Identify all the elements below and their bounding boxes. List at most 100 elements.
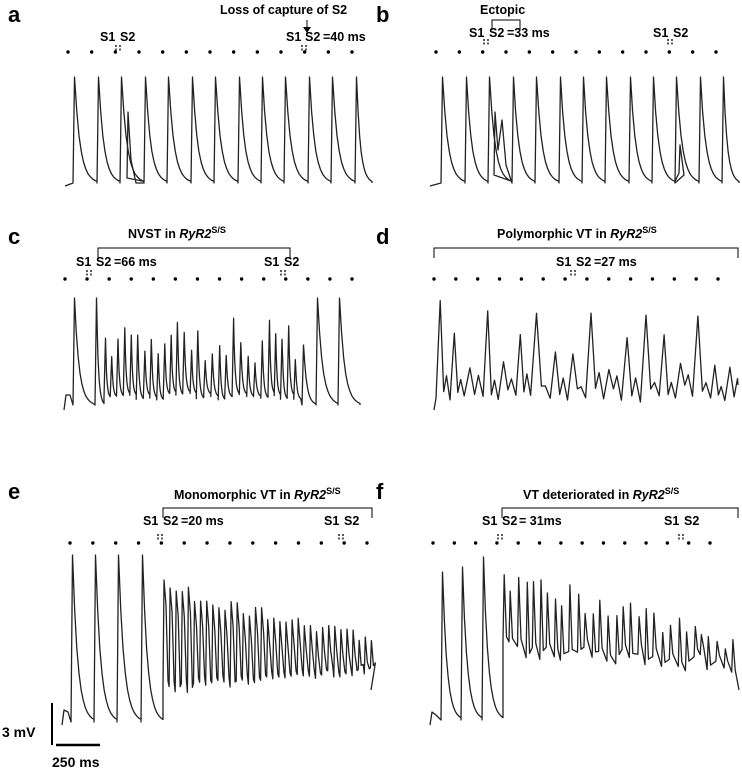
panel-c-bracket [97, 247, 291, 258]
panel-c-pace-dot-6 [195, 277, 200, 281]
panel-label-a: a [8, 2, 21, 27]
panel-c-pace-dot-9 [261, 277, 266, 281]
panel-b-title: Ectopic [480, 3, 525, 17]
panel-e-title: Monomorphic VT in RyR2S/S [174, 486, 341, 502]
panel-b-pace-dot-7 [597, 50, 602, 54]
panel-c-pace-dot-13 [350, 277, 354, 281]
panel-f-trace [429, 556, 740, 726]
panel-a-pace-dot-8 [255, 50, 260, 54]
panel-b-bracket [491, 19, 521, 30]
panel-d-pace-dot-0 [432, 277, 436, 281]
panel-c-s2-b: S2 [284, 255, 299, 269]
panel-c-pace-dot-2 [107, 277, 111, 281]
panel-d-pace-dot-10 [650, 277, 655, 281]
panel-c-pace-dot-1 [85, 277, 89, 281]
scale-bar-time-label: 250 ms [52, 754, 100, 769]
panel-label-f: f [376, 479, 384, 504]
panel-b-pace-dot-0 [434, 50, 438, 54]
panel-e-s2: S2 [163, 514, 178, 528]
panel-e-s1: S1 [143, 514, 158, 528]
panel-e-pace-dot-12 [342, 541, 346, 545]
panel-f-pace-dot-6 [559, 541, 563, 545]
panel-e-bracket [162, 507, 373, 518]
panel-b-pace-dot-11 [690, 50, 695, 54]
panel-f-pace-dot-10 [644, 541, 648, 545]
panel-b-pace-dot-10 [667, 50, 672, 54]
panel-a-pace-dot-1 [89, 50, 94, 54]
panel-a-pace-dot-3 [137, 50, 141, 54]
panel-a-interval: =40 ms [323, 30, 366, 44]
panel-b-pace-dot-5 [550, 50, 555, 54]
panel-label-e: e [8, 479, 20, 504]
panel-c-s1-b: S1 [264, 255, 279, 269]
panel-b-s1-b: S1 [653, 26, 668, 40]
panel-label-d: d [376, 224, 389, 249]
panel-d-pace-dot-7 [585, 277, 589, 281]
panel-f-pace-dot-4 [516, 541, 520, 545]
panel-f-title: VT deteriorated in RyR2S/S [523, 486, 679, 502]
panel-c-s1: S1 [76, 255, 91, 269]
panel-e-pace-dot-10 [296, 541, 301, 545]
panel-f-pace-dot-3 [495, 541, 499, 545]
panel-e-pace-dot-2 [113, 541, 118, 545]
panel-a-pace-dot-2 [113, 50, 118, 54]
panel-e-pace-dot-3 [136, 541, 141, 545]
panel-f-s2: S2 [502, 514, 517, 528]
panel-e-pace-dot-9 [273, 541, 278, 545]
panel-e-trace [61, 554, 377, 726]
panel-c-s2: S2 [96, 255, 111, 269]
panel-d-pace-dot-9 [628, 277, 633, 281]
panel-f-interval: = 31ms [519, 514, 562, 528]
panel-e-s1-b: S1 [324, 514, 339, 528]
panel-f-pace-dot-12 [686, 541, 691, 545]
panel-f-pace-dot-2 [473, 541, 478, 545]
panel-d-pace-dot-13 [716, 277, 720, 281]
panel-e-s2-b: S2 [344, 514, 359, 528]
panel-label-b: b [376, 2, 389, 27]
panel-d-pace-dot-3 [497, 277, 502, 281]
panel-f-pace-dot-9 [623, 541, 627, 545]
panel-d-trace [433, 299, 739, 411]
panel-b-s2: S2 [489, 26, 504, 40]
panel-a-pace-dot-10 [302, 50, 307, 54]
panel-a-title: Loss of capture of S2 [220, 3, 347, 17]
panel-b-trace [429, 76, 740, 187]
panel-f-pace-dot-5 [537, 541, 542, 545]
panel-d-pace-dot-12 [694, 277, 698, 281]
panel-f-pace-dot-0 [431, 541, 435, 545]
panel-b-pace-dot-6 [574, 50, 578, 54]
panel-c-pace-dot-8 [239, 277, 244, 281]
scale-bar-voltage-label: 3 mV [2, 724, 36, 740]
panel-b-pace-dot-12 [714, 50, 718, 54]
panel-e-pace-dot-5 [182, 541, 186, 545]
panel-e-pace-dot-6 [205, 541, 209, 545]
panel-f-s2-b: S2 [684, 514, 699, 528]
panel-d-pace-dot-11 [672, 277, 677, 281]
traces-layer [61, 39, 740, 726]
panel-a-s1-b: S1 [286, 30, 301, 44]
panel-b-pace-dot-9 [644, 50, 648, 54]
panel-e-pace-dot-0 [68, 541, 72, 545]
panel-d-pace-dot-4 [519, 277, 524, 281]
panel-d-title: Polymorphic VT in RyR2S/S [497, 225, 657, 241]
panel-d-s2: S2 [576, 255, 591, 269]
panel-a-pace-dot-0 [66, 50, 70, 54]
panel-d-pace-dot-5 [541, 277, 545, 281]
panel-a-arrowhead [303, 27, 311, 33]
panel-c-pace-dot-10 [284, 277, 288, 281]
panel-e-pace-dot-11 [319, 541, 324, 545]
panel-c-pace-dot-0 [63, 277, 67, 281]
panel-c-title: NVST in RyR2S/S [128, 225, 226, 241]
panel-c-pace-dot-7 [217, 277, 222, 281]
panel-f-pace-dot-7 [580, 541, 584, 545]
panel-a-pace-dot-11 [326, 50, 331, 54]
panel-a-pace-dot-7 [231, 50, 236, 54]
panel-a-pace-dot-5 [184, 50, 189, 54]
panel-c-interval: =66 ms [114, 255, 157, 269]
panel-a-pace-dot-6 [208, 50, 212, 54]
panel-a-s2-b: S2 [305, 30, 320, 44]
panel-b-s1: S1 [469, 26, 484, 40]
panel-e-pace-dot-8 [251, 541, 255, 545]
panel-c-pace-dot-5 [173, 277, 178, 281]
